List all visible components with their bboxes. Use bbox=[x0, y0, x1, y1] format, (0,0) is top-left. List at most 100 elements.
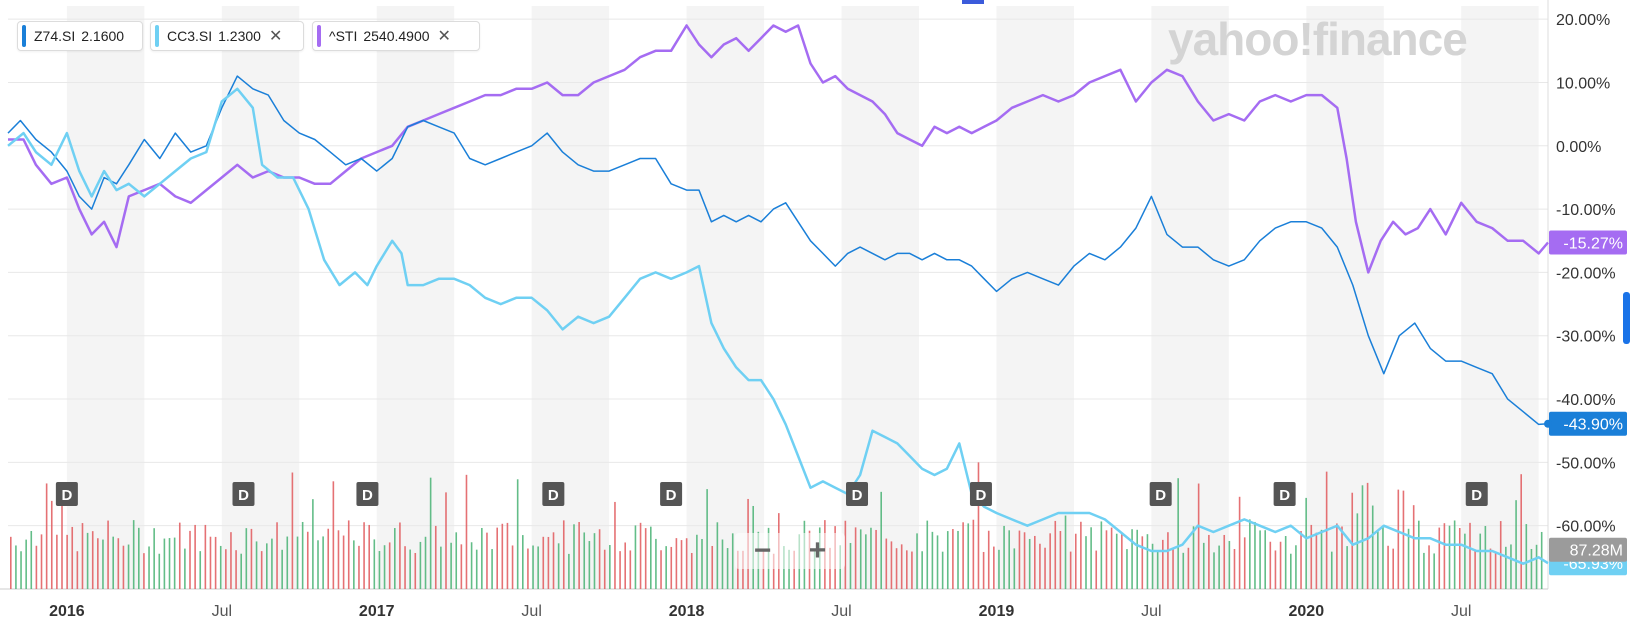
series-endpoint-dot bbox=[1544, 419, 1552, 428]
dividend-marker[interactable] bbox=[356, 482, 379, 506]
volume-bar bbox=[900, 544, 903, 589]
volume-bar bbox=[987, 530, 990, 589]
legend-item-z74[interactable]: Z74.SI 2.1600 bbox=[17, 21, 143, 51]
volume-bar bbox=[424, 536, 427, 589]
volume-bar bbox=[516, 479, 519, 589]
volume-bar bbox=[849, 542, 852, 589]
dividend-marker[interactable] bbox=[542, 482, 565, 506]
series-line-z74si bbox=[7, 75, 1549, 426]
dividend-marker[interactable] bbox=[969, 482, 992, 506]
volume-bar bbox=[1264, 530, 1266, 589]
close-icon[interactable]: ✕ bbox=[437, 28, 451, 45]
volume-bar bbox=[1418, 520, 1420, 589]
volume-bar bbox=[895, 548, 898, 589]
dividend-marker[interactable] bbox=[1465, 482, 1488, 506]
volume-bar bbox=[711, 545, 714, 589]
volume-bar bbox=[81, 523, 84, 589]
volume-bar bbox=[122, 545, 125, 589]
volume-bar bbox=[583, 532, 586, 589]
volume-bar bbox=[593, 533, 596, 589]
volume-bar bbox=[1515, 500, 1517, 589]
volume-bar bbox=[1064, 515, 1067, 589]
volume-bar bbox=[414, 552, 417, 589]
volume-bar bbox=[1259, 530, 1261, 589]
volume-bar bbox=[1530, 548, 1533, 589]
volume-bar bbox=[1392, 548, 1394, 589]
volume-bar bbox=[1387, 545, 1389, 589]
volume-bar bbox=[1156, 550, 1159, 589]
volume-bar bbox=[696, 534, 698, 589]
volume-bar bbox=[1438, 527, 1441, 589]
quarter-band bbox=[66, 6, 145, 589]
volume-bar bbox=[235, 550, 237, 589]
volume-bar bbox=[306, 531, 309, 589]
volume-bar bbox=[865, 534, 867, 589]
volume-bar bbox=[86, 532, 89, 589]
volume-bar bbox=[1284, 536, 1287, 589]
x-tick-label: Jul bbox=[212, 603, 232, 620]
volume-bar bbox=[138, 527, 140, 589]
volume-bar bbox=[1054, 520, 1057, 589]
dividend-marker[interactable] bbox=[232, 482, 255, 506]
volume-bar bbox=[1310, 524, 1313, 589]
volume-value-label: 87.28M bbox=[1570, 543, 1623, 560]
zoom-out-button[interactable]: − bbox=[753, 534, 772, 567]
yahoo-finance-logo: yahoo!finance bbox=[1168, 13, 1468, 65]
legend-item-cc3[interactable]: CC3.SI 1.2300 ✕ bbox=[150, 21, 304, 51]
volume-bar bbox=[486, 532, 488, 589]
volume-bar bbox=[788, 549, 790, 589]
x-tick-label: 2017 bbox=[359, 603, 395, 620]
volume-bar bbox=[1290, 553, 1292, 589]
volume-bar bbox=[199, 551, 202, 589]
volume-bar bbox=[66, 534, 68, 589]
x-tick-label: Jul bbox=[521, 603, 541, 620]
volume-bar bbox=[1361, 485, 1364, 589]
volume-bar bbox=[250, 528, 253, 589]
volume-bar bbox=[455, 532, 458, 589]
volume-bar bbox=[219, 545, 222, 589]
volume-bar bbox=[573, 524, 575, 589]
x-tick-label: 2018 bbox=[669, 603, 705, 620]
volume-bar bbox=[716, 522, 719, 589]
volume-bar bbox=[859, 529, 862, 589]
volume-bar bbox=[506, 522, 509, 589]
dividend-marker-label: D bbox=[548, 487, 559, 504]
volume-bar bbox=[685, 538, 688, 589]
dividend-marker[interactable] bbox=[1149, 482, 1172, 506]
dividend-marker[interactable] bbox=[660, 482, 683, 506]
volume-bar bbox=[434, 525, 437, 589]
legend-symbol: Z74.SI bbox=[34, 28, 76, 44]
volume-bar bbox=[1233, 549, 1236, 589]
volume-bar bbox=[332, 481, 335, 589]
scroll-handle[interactable] bbox=[1623, 292, 1630, 344]
dividend-marker[interactable] bbox=[846, 482, 869, 506]
volume-bar bbox=[1377, 530, 1379, 589]
x-tick-label: Jul bbox=[831, 603, 851, 620]
volume-bar bbox=[470, 542, 473, 589]
volume-bar bbox=[1453, 520, 1456, 589]
dividend-marker[interactable] bbox=[55, 482, 78, 506]
last-value-label-box bbox=[1549, 230, 1627, 255]
volume-bar bbox=[1341, 526, 1343, 589]
volume-bar bbox=[557, 543, 560, 589]
volume-bar bbox=[1254, 521, 1256, 589]
volume-bar bbox=[1351, 492, 1354, 589]
volume-bar bbox=[1008, 530, 1010, 589]
volume-bar bbox=[153, 528, 155, 589]
volume-bar bbox=[25, 539, 27, 589]
volume-bar bbox=[399, 522, 401, 589]
dividend-marker[interactable] bbox=[1273, 482, 1296, 506]
volume-bar bbox=[296, 536, 299, 589]
legend-item-sti[interactable]: ^STI 2540.4900 ✕ bbox=[312, 21, 480, 51]
close-icon[interactable]: ✕ bbox=[268, 28, 283, 45]
series-color-swatch bbox=[317, 25, 321, 47]
zoom-in-button[interactable]: + bbox=[808, 534, 827, 567]
zoom-controls: − + bbox=[735, 533, 845, 569]
volume-bar bbox=[1069, 551, 1072, 589]
volume-bar bbox=[619, 551, 621, 589]
volume-bar bbox=[1484, 525, 1487, 589]
volume-bar bbox=[1238, 496, 1241, 589]
volume-bar bbox=[542, 536, 545, 589]
volume-bar bbox=[1525, 524, 1528, 589]
